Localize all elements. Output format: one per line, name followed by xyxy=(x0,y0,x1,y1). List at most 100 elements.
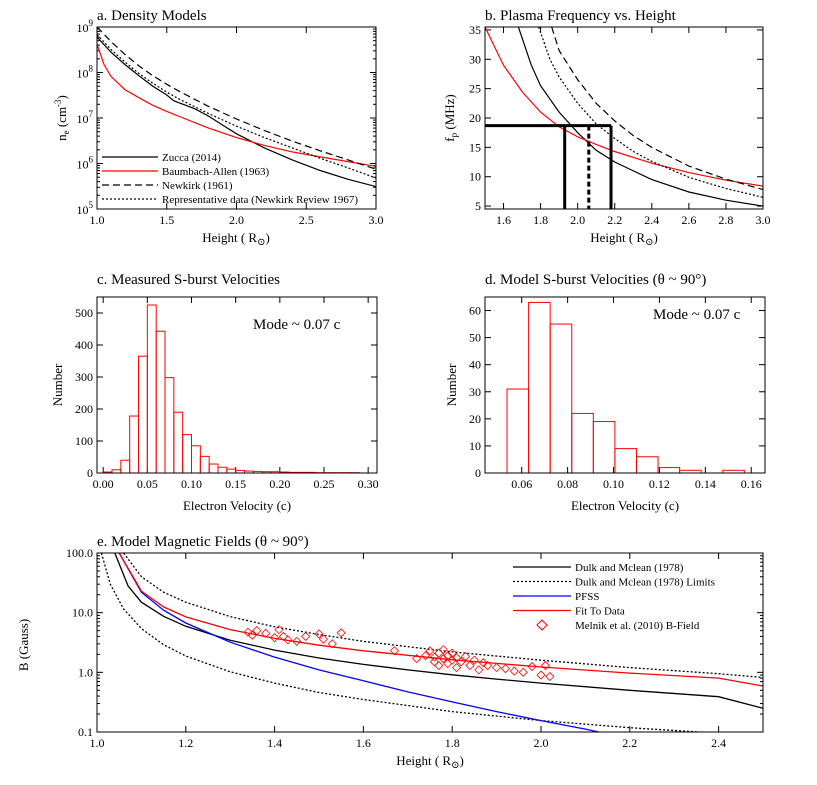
panel-c-bar xyxy=(129,415,140,473)
panel-d-frame xyxy=(484,296,766,474)
panel-e-xtick-label: 2.0 xyxy=(534,736,549,750)
panel-e-xtick-label: 1.8 xyxy=(445,736,460,750)
panel-d-bar xyxy=(635,456,659,473)
panel-e-plot-area xyxy=(100,553,763,732)
panel-d-plot-area xyxy=(506,301,745,473)
panel-b-xlabel: Height ( R⊙) xyxy=(590,230,658,248)
panel-c-bar xyxy=(173,411,184,473)
panel-e-scatter-point xyxy=(500,664,511,674)
panel-e-legend-label: Dulk and Mclean (1978) Limits xyxy=(575,577,715,589)
panel-a-legend: Zucca (2014) Baumbach-Allen (1963) Newkirk… xyxy=(102,152,358,206)
panel-e-scatter-point xyxy=(318,634,329,644)
panel-e-scatter-point xyxy=(243,627,253,637)
panel-a-ylabel: ne (cm-3) xyxy=(53,95,71,141)
panel-e-scatter-point xyxy=(336,628,346,638)
panel-e-series-3-line xyxy=(118,553,599,732)
panel-e-scatter-point xyxy=(545,671,555,682)
panel-e-scatter-point xyxy=(420,651,431,661)
panel-b-series-0-line xyxy=(517,27,763,207)
panel-b-ytick-label: 20 xyxy=(469,111,481,125)
panel-e-scatter-point xyxy=(540,660,551,671)
panel-a-xtick-label: 2.0 xyxy=(229,213,244,227)
panel-c-ytick-label: 400 xyxy=(75,338,93,352)
panel-e-series-0-line xyxy=(114,553,763,709)
panel-e-xtick-label: 1.0 xyxy=(90,736,105,750)
panel-e-scatter-point xyxy=(425,646,435,656)
panel-e-scatter-point xyxy=(247,630,257,640)
panel-c-xtick-label: 0.15 xyxy=(225,477,246,491)
panel-b-ytick-label: 10 xyxy=(469,170,481,184)
panel-e-scatter-point xyxy=(452,663,462,673)
panel-c-title: c. Measured S-burst Velocities xyxy=(97,272,280,288)
panel-e-scatter-point xyxy=(509,666,519,676)
panel-b-series-3-line xyxy=(538,27,763,198)
panel-c-bar xyxy=(217,466,228,473)
panel-d-bar xyxy=(571,412,594,473)
panel-a-legend-label: Newkirk (1961) xyxy=(162,180,233,192)
panel-e-scatter-point xyxy=(438,645,448,655)
panel-b-xtick-label: 2.0 xyxy=(570,213,585,227)
panel-c-bar xyxy=(199,455,210,473)
panel-e-scatter-point xyxy=(301,631,311,641)
panel-b-xtick-label: 1.8 xyxy=(533,213,548,227)
panel-a-xtick-label: 3.0 xyxy=(369,213,384,227)
panel-d-ylabel: Number xyxy=(444,363,459,406)
panel-d-bar xyxy=(506,388,530,473)
panel-b-plot-area xyxy=(485,27,763,209)
panel-e-scatter-point xyxy=(429,657,440,667)
panel-e-scatter-point xyxy=(434,660,444,671)
panel-e-scatter-point xyxy=(283,635,293,645)
panel-b-frame xyxy=(484,26,764,210)
panel-b-ytick-label: 30 xyxy=(469,52,481,66)
panel-c-ytick-label: 200 xyxy=(75,402,93,416)
panel-a-title: a. Density Models xyxy=(97,8,207,24)
panel-e-legend: Dulk and Mclean (1978) Dulk and Mclean (1… xyxy=(513,562,715,632)
panel-e-scatter-point xyxy=(474,665,484,675)
panel-e-scatter-point xyxy=(412,654,422,664)
panel-c-mode-annotation: Mode ~ 0.07 c xyxy=(253,317,341,333)
panel-b-ytick-label: 35 xyxy=(469,23,481,37)
panel-c-ytick-label: 0 xyxy=(87,466,93,480)
panel-d-xtick-label: 0.06 xyxy=(511,477,532,491)
panel-b-title: b. Plasma Frequency vs. Height xyxy=(485,8,677,24)
panel-c-xtick-label: 0.30 xyxy=(358,477,379,491)
panel-c-ticks: 0.00 0.05 0.10 0.15 0.20 0.25 0.30 0 100 200 300 40… xyxy=(75,297,379,491)
panel-e-series-1-line xyxy=(123,553,763,679)
panel-e-xtick-label: 2.4 xyxy=(711,736,726,750)
panel-c-xtick-label: 0.25 xyxy=(314,477,335,491)
panel-d-bar xyxy=(528,301,551,473)
panel-b-ytick-label: 15 xyxy=(469,140,481,154)
panel-c-xtick-label: 0.10 xyxy=(181,477,202,491)
panel-e-ytick-label: 1.0 xyxy=(78,665,93,679)
panel-d-bar xyxy=(592,421,616,473)
panel-b-xtick-label: 3.0 xyxy=(756,213,771,227)
panel-a-ytick-label: 107 xyxy=(77,109,94,126)
panel-e-title: e. Model Magnetic Fields (θ ~ 90°) xyxy=(97,534,309,550)
panel-c-ytick-label: 500 xyxy=(75,306,93,320)
panel-c-bar xyxy=(138,355,148,473)
panel-c-frame xyxy=(96,296,378,474)
panel-b-ytick-label: 5 xyxy=(475,199,481,213)
panel-e-scatter-point xyxy=(278,631,289,641)
panel-a-ytick-label: 106 xyxy=(77,155,94,172)
panel-c-xlabel: Electron Velocity (c) xyxy=(183,498,291,513)
panel-b-series-2-line xyxy=(551,27,763,191)
panel-d-ytick-label: 20 xyxy=(469,412,481,426)
panel-a-ytick-label: 109 xyxy=(77,18,94,35)
panel-b-series-1-line xyxy=(485,27,763,187)
panel-e-legend-label: Dulk and Mclean (1978) xyxy=(575,562,684,574)
panel-e-scatter-point xyxy=(478,658,488,668)
panel-d-xtick-label: 0.08 xyxy=(557,477,578,491)
panel-a-plot-area xyxy=(97,27,376,188)
panel-c-bar xyxy=(182,434,193,473)
panel-e-scatter-point xyxy=(460,651,471,661)
panel-e-scatter-point xyxy=(527,661,537,672)
panel-a-xtick-label: 2.5 xyxy=(299,213,314,227)
panel-e-scatter-point xyxy=(443,651,453,661)
panel-e-scatter-point xyxy=(261,628,271,638)
panel-c-plot-area xyxy=(102,304,369,473)
panel-e-scatter-point xyxy=(274,625,284,635)
panel-d-ticks: 0.06 0.08 0.10 0.12 0.14 0.16 0 10 20 30 40 50 60 xyxy=(469,297,765,491)
panel-c-bar xyxy=(155,330,166,473)
